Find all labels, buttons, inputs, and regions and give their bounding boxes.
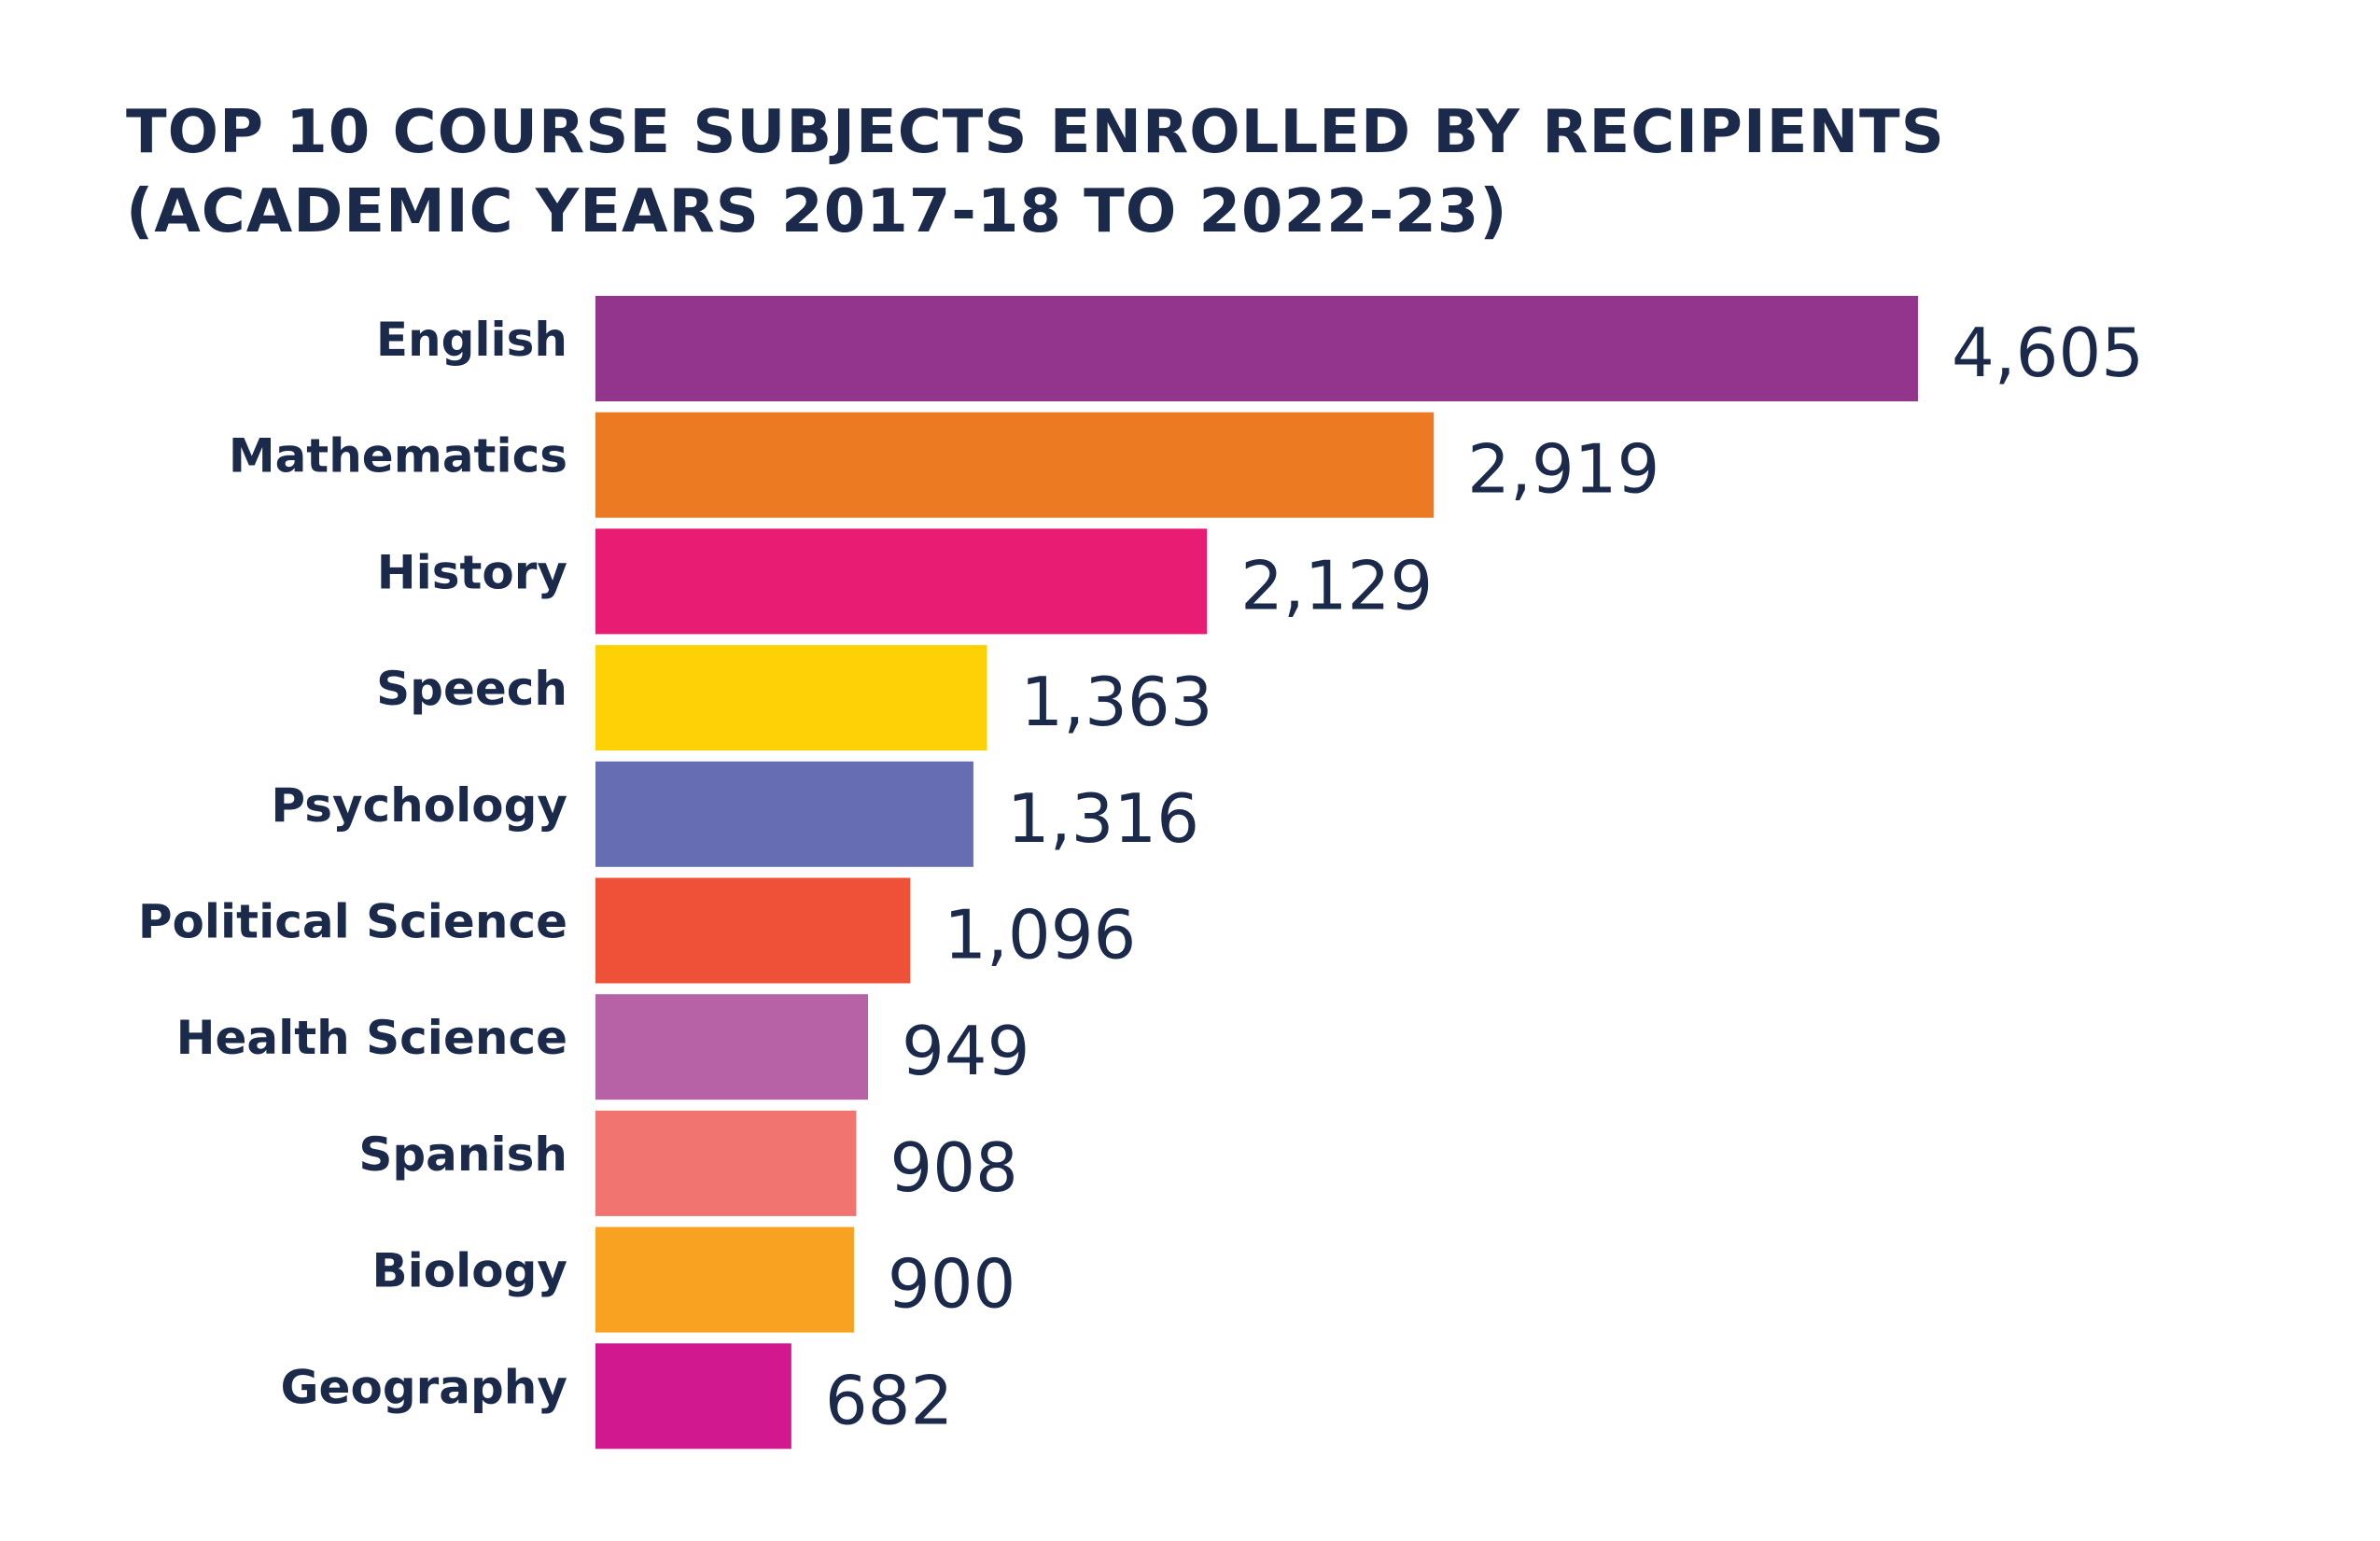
- bar: [595, 296, 1918, 401]
- bar: [595, 1226, 854, 1333]
- value-label: 1,316: [1007, 779, 1199, 858]
- bar: [595, 645, 987, 751]
- value-label: 682: [825, 1361, 953, 1439]
- value-label: 1,096: [944, 896, 1136, 974]
- value-label: 908: [889, 1128, 1017, 1207]
- category-label: English: [376, 313, 567, 367]
- category-label: Spanish: [358, 1128, 567, 1182]
- value-label: 949: [902, 1012, 1029, 1090]
- value-label: 2,919: [1467, 430, 1659, 509]
- category-label: Health Science: [176, 1011, 567, 1065]
- bar: [595, 1343, 791, 1450]
- category-label: Political Science: [138, 895, 567, 949]
- bar: [595, 994, 869, 1100]
- category-label: Psychology: [271, 778, 567, 833]
- bar: [595, 528, 1208, 635]
- bar: [595, 761, 973, 867]
- chart-title: (ACADEMIC YEARS 2017-18 TO 2022-23): [126, 177, 1508, 246]
- category-label: Geography: [281, 1360, 567, 1414]
- value-label: 2,129: [1240, 546, 1433, 624]
- category-label: History: [377, 545, 567, 599]
- bar: [595, 412, 1435, 518]
- category-label: Mathematics: [229, 429, 567, 483]
- value-label: 4,605: [1952, 314, 2144, 392]
- category-label: Biology: [372, 1244, 567, 1298]
- chart-title: TOP 10 COURSE SUBJECTS ENROLLED BY RECIP…: [126, 98, 1945, 167]
- category-label: Speech: [376, 662, 567, 716]
- value-label: 900: [888, 1245, 1015, 1324]
- bar: [595, 1110, 857, 1216]
- value-label: 1,363: [1020, 663, 1212, 741]
- bar: [595, 877, 911, 984]
